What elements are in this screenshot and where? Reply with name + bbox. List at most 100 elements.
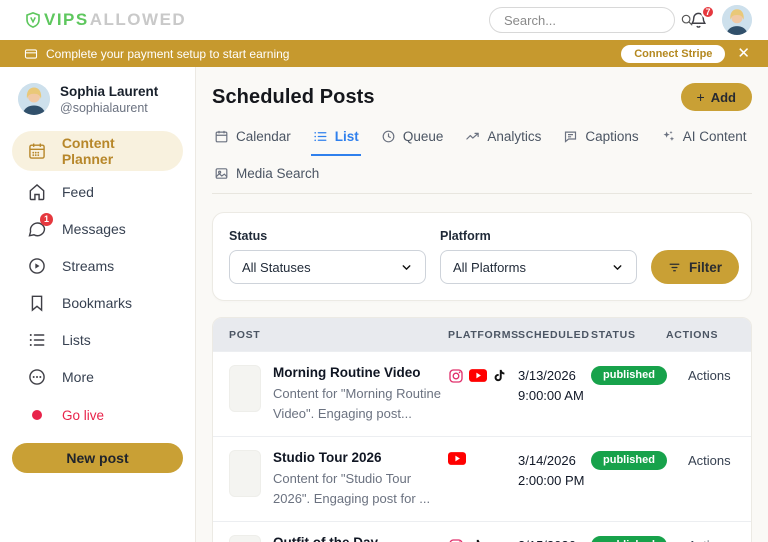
table-header-row: POST PLATFORMS SCHEDULED STATUS ACTIONS [213, 318, 751, 351]
sidebar-item-label: Lists [62, 331, 91, 348]
tab-label: Calendar [236, 129, 291, 144]
status-label: Status [229, 229, 268, 243]
tab-bar: Calendar List Queue Analytics [212, 127, 752, 194]
status-cell: published [591, 450, 667, 470]
youtube-icon [448, 452, 466, 465]
banner-message: Complete your payment setup to start ear… [46, 46, 290, 61]
notifications-button[interactable]: 7 [689, 4, 715, 30]
connect-stripe-button[interactable]: Connect Stripe [621, 44, 726, 63]
status-select[interactable]: All Statuses [229, 250, 426, 284]
sparkles-icon [661, 129, 676, 144]
scheduled-time: 9:00:00 AM [518, 388, 584, 404]
tab-queue[interactable]: Queue [379, 127, 446, 156]
sidebar-item-bookmarks[interactable]: Bookmarks [12, 284, 183, 321]
scheduled-posts-table: POST PLATFORMS SCHEDULED STATUS ACTIONS … [212, 317, 752, 542]
messages-icon: 1 [26, 212, 53, 239]
platform-field: Platform All Platforms [440, 229, 637, 284]
search-input[interactable] [504, 12, 680, 28]
instagram-icon [448, 538, 464, 542]
logo-text-secondary: ALLOWED [89, 10, 187, 29]
sidebar-item-label: Streams [62, 257, 115, 274]
status-badge: published [591, 366, 667, 385]
scheduled-date: 3/15/2026 [518, 536, 591, 542]
play-circle-icon [26, 256, 48, 276]
plus-icon: + [696, 89, 705, 105]
banner-close-icon[interactable]: ✕ [733, 46, 754, 61]
platform-select-value: All Platforms [453, 259, 526, 275]
sidebar-item-label: Messages [62, 220, 126, 237]
table-row: Studio Tour 2026 Content for "Studio Tou… [213, 436, 751, 521]
sidebar-item-more[interactable]: More [12, 358, 183, 395]
top-bar: VIPS ALLOWED 7 [0, 0, 768, 40]
app-logo[interactable]: VIPS ALLOWED [24, 10, 186, 30]
actions-menu-trigger[interactable]: Actions [688, 453, 731, 468]
payment-setup-banner: Complete your payment setup to start ear… [0, 40, 768, 67]
search-icon[interactable] [680, 13, 694, 27]
user-avatar[interactable] [722, 5, 752, 35]
sidebar-item-content-planner[interactable]: Content Planner [12, 131, 183, 171]
sidebar-item-streams[interactable]: Streams [12, 247, 183, 284]
tab-media-search[interactable]: Media Search [212, 156, 321, 193]
tab-captions[interactable]: Captions [561, 127, 640, 156]
bell-icon [691, 12, 706, 28]
profile-handle: @sophialaurent [60, 100, 148, 115]
logo-shield-icon [26, 11, 40, 28]
platforms-cell [448, 367, 518, 384]
add-button-label: Add [710, 89, 736, 105]
clock-icon [381, 129, 396, 144]
post-cell: Outfit of the Day Content for "Outfit of… [229, 535, 448, 542]
column-header-status: STATUS [591, 328, 636, 341]
table-row: Outfit of the Day Content for "Outfit of… [213, 521, 751, 542]
column-header-actions: ACTIONS [666, 328, 719, 341]
logo-text-primary: VIPS [44, 10, 89, 29]
tiktok-icon [469, 537, 484, 542]
status-badge: published [591, 451, 667, 470]
tab-ai-content[interactable]: AI Content [659, 127, 749, 156]
post-thumbnail [229, 535, 261, 542]
sidebar-item-lists[interactable]: Lists [12, 321, 183, 358]
scheduled-date: 3/13/2026 [518, 368, 576, 383]
profile-card[interactable]: Sophia Laurent @sophialaurent [12, 83, 183, 115]
sidebar: Sophia Laurent @sophialaurent Content Pl… [0, 67, 196, 542]
filter-panel: Status All Statuses Platform All Platfor… [212, 212, 752, 301]
status-cell: published [591, 365, 667, 385]
table-row: Morning Routine Video Content for "Morni… [213, 351, 751, 436]
platform-label: Platform [440, 229, 491, 243]
main-content: Scheduled Posts + Add Calendar List [196, 67, 768, 542]
actions-menu-trigger[interactable]: Actions [666, 538, 735, 542]
tab-row-2: Media Search [212, 156, 752, 193]
add-button[interactable]: + Add [680, 83, 752, 111]
status-select-value: All Statuses [242, 259, 311, 275]
calendar-icon [26, 141, 48, 161]
sidebar-item-label: Bookmarks [62, 294, 133, 311]
go-live-button[interactable]: Go live [12, 397, 183, 433]
post-title: Morning Routine Video [273, 365, 421, 380]
sidebar-item-messages[interactable]: 1 Messages [12, 210, 183, 247]
sidebar-item-feed[interactable]: Feed [12, 173, 183, 210]
platforms-cell [448, 537, 518, 542]
status-field: Status All Statuses [229, 229, 426, 284]
filter-button[interactable]: Filter [651, 250, 740, 284]
scheduled-cell: 3/13/2026 9:00:00 AM [518, 366, 591, 406]
scheduled-time: 2:00:00 PM [518, 473, 585, 489]
tab-label: Captions [585, 129, 639, 144]
actions-menu-trigger[interactable]: Actions [688, 368, 731, 383]
platform-select[interactable]: All Platforms [440, 250, 637, 284]
more-icon [26, 367, 48, 387]
new-post-button[interactable]: New post [12, 443, 183, 473]
tab-analytics[interactable]: Analytics [463, 127, 543, 156]
search-bar [489, 7, 693, 33]
status-badge: published [591, 536, 667, 542]
caption-bubble-icon [563, 129, 578, 144]
tab-calendar[interactable]: Calendar [212, 127, 293, 156]
top-bar-actions: 7 [489, 4, 752, 35]
post-cell: Studio Tour 2026 Content for "Studio Tou… [229, 450, 448, 508]
tab-label: Queue [402, 129, 444, 144]
status-cell: published [591, 535, 667, 542]
calendar-icon [214, 129, 229, 144]
scheduled-cell: 3/14/2026 2:00:00 PM [518, 451, 591, 491]
tab-list[interactable]: List [310, 127, 361, 156]
list-icon [26, 330, 48, 350]
post-description: Content for "Studio Tour 2026". Engaging… [273, 471, 431, 506]
